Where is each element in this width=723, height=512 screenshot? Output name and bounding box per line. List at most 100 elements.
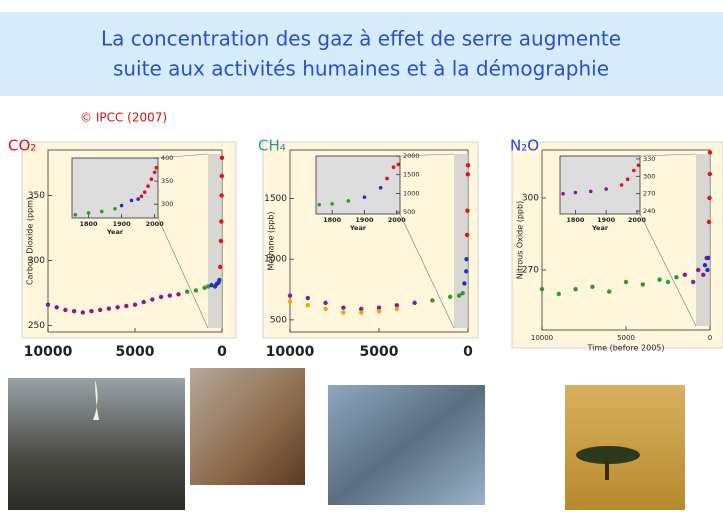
data-point: [457, 293, 461, 297]
y-tick-label: 330: [643, 155, 655, 163]
x-tick-label: 1800: [323, 216, 342, 224]
data-point: [395, 307, 399, 311]
header-band: [0, 12, 723, 96]
data-point: [185, 290, 189, 294]
y-tick-label: 300: [28, 256, 45, 266]
data-point: [124, 304, 128, 308]
photo: [190, 368, 305, 485]
y-tick-label: 2000: [403, 152, 420, 160]
data-point: [159, 295, 163, 299]
data-point: [130, 199, 134, 203]
data-point: [218, 265, 222, 269]
data-point: [306, 303, 310, 307]
y-tick-label: 250: [28, 321, 45, 331]
data-point: [464, 269, 468, 273]
data-point: [146, 184, 150, 188]
data-point: [81, 310, 85, 314]
header-title: La concentration des gaz à effet de serr…: [101, 27, 621, 51]
data-point: [632, 169, 636, 173]
y-tick-label: 1500: [264, 194, 287, 204]
data-point: [683, 273, 687, 277]
data-point: [74, 213, 78, 217]
chart-title: N₂O: [510, 137, 539, 155]
data-point: [465, 233, 469, 237]
y-tick-label: 500: [403, 208, 415, 216]
data-point: [72, 309, 76, 313]
data-point: [143, 190, 147, 194]
y-tick-label: 240: [643, 207, 655, 215]
data-point: [46, 303, 50, 307]
chart-title: CO₂: [8, 137, 36, 155]
data-point: [707, 220, 711, 224]
data-point: [624, 280, 628, 284]
data-point: [288, 293, 292, 297]
data-point: [462, 281, 466, 285]
data-point: [412, 301, 416, 305]
data-point: [573, 287, 577, 291]
data-point: [55, 305, 59, 309]
data-point: [168, 293, 172, 297]
data-point: [176, 292, 180, 296]
data-point: [448, 295, 452, 299]
y-tick-label: 350: [161, 177, 173, 185]
data-point: [607, 289, 611, 293]
data-point: [115, 305, 119, 309]
data-point: [460, 291, 464, 295]
data-point: [136, 197, 140, 201]
data-point: [363, 195, 367, 199]
data-point: [464, 257, 468, 261]
data-point: [113, 207, 117, 211]
data-point: [696, 268, 700, 272]
y-tick-label: 300: [643, 172, 655, 180]
x-tick-label: 10000: [24, 344, 73, 360]
x-tick-label: 10000: [531, 334, 553, 342]
data-point: [219, 219, 223, 223]
data-point: [150, 177, 154, 181]
data-point: [465, 208, 469, 212]
data-point: [561, 192, 565, 196]
data-point: [540, 287, 544, 291]
data-point: [701, 273, 705, 277]
charts: CO₂Carbon Dioxide (ppm)25030035010000500…: [8, 137, 723, 361]
data-point: [288, 299, 292, 303]
zoom-band: [696, 154, 710, 326]
data-point: [604, 187, 608, 191]
y-tick-label: 1000: [403, 189, 420, 197]
x-tick-label: 5000: [116, 344, 155, 360]
data-point: [708, 172, 712, 176]
x-tick-label: 1900: [597, 216, 616, 224]
data-point: [330, 202, 334, 206]
x-tick-label: 10000: [266, 344, 315, 360]
data-point: [140, 195, 144, 199]
data-point: [430, 298, 434, 302]
y-tick-label: 300: [161, 200, 173, 208]
data-point: [323, 301, 327, 305]
data-point: [219, 239, 223, 243]
slide: La concentration des gaz à effet de serr…: [0, 0, 723, 512]
x-tick-label: 1900: [355, 216, 374, 224]
data-point: [641, 282, 645, 286]
y-tick-label: 350: [28, 191, 45, 201]
y-tick-label: 1000: [264, 255, 287, 265]
data-point: [89, 309, 93, 313]
x-tick-label: 5000: [360, 344, 399, 360]
data-point: [359, 310, 363, 314]
inset-x-label: Year: [349, 224, 367, 232]
data-point: [708, 150, 712, 154]
data-point: [626, 177, 630, 181]
data-point: [397, 163, 401, 167]
data-point: [666, 280, 670, 284]
data-point: [691, 280, 695, 284]
inset-x-label: Year: [106, 228, 124, 236]
data-point: [657, 277, 661, 281]
data-point: [317, 203, 321, 207]
data-point: [323, 307, 327, 311]
y-tick-label: 300: [522, 194, 539, 204]
data-point: [219, 193, 223, 197]
data-point: [385, 177, 389, 181]
data-point: [377, 309, 381, 313]
plot-area: [560, 156, 640, 214]
data-point: [150, 297, 154, 301]
x-tick-label: 0: [708, 334, 712, 342]
chart-title: CH₄: [258, 137, 286, 155]
